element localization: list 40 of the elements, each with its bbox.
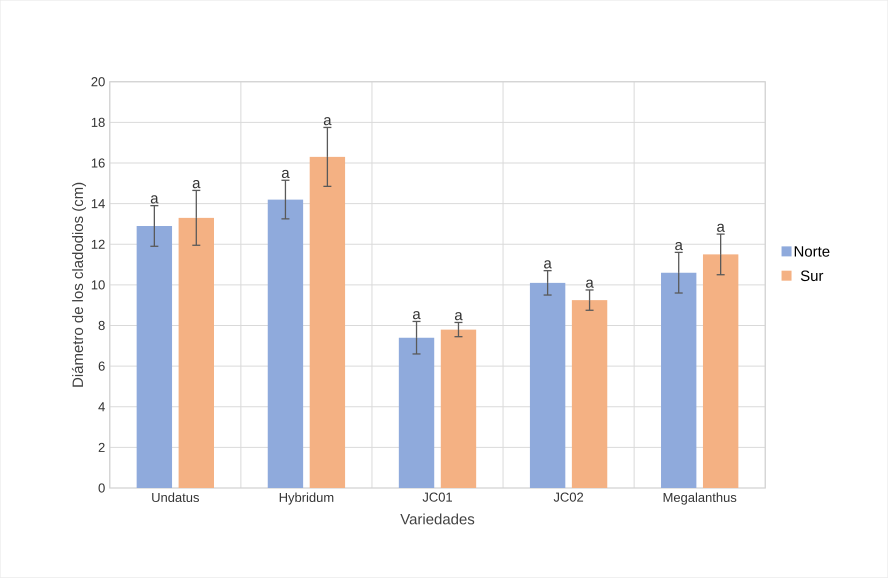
bar bbox=[572, 300, 608, 488]
x-tick-label: JC02 bbox=[554, 492, 584, 502]
annotation: a bbox=[150, 195, 159, 204]
x-tick-label: Undatus bbox=[152, 492, 199, 502]
annotation: a bbox=[324, 117, 332, 126]
x-tick-label: JC01 bbox=[422, 492, 452, 502]
annotation: a bbox=[413, 311, 421, 320]
annotation: a bbox=[454, 312, 463, 320]
y-tick-label: 4 bbox=[98, 402, 105, 412]
x-tick-label: Megalanthus bbox=[664, 492, 736, 505]
annotation: a bbox=[675, 242, 683, 250]
bar bbox=[310, 157, 346, 488]
annotation: a bbox=[192, 180, 200, 188]
bar bbox=[530, 282, 566, 488]
bar bbox=[661, 272, 696, 488]
x-axis-title: Variedades bbox=[400, 514, 474, 525]
y-axis-title: Diámetro de los cladodios (cm) bbox=[72, 182, 86, 387]
y-tick-label: 6 bbox=[98, 362, 105, 371]
y-tick-label: 10 bbox=[92, 280, 105, 290]
legend-label: Norte bbox=[794, 246, 830, 257]
y-tick-label: 8 bbox=[98, 321, 105, 330]
bar bbox=[398, 338, 434, 488]
y-tick-label: 18 bbox=[92, 118, 105, 128]
annotation: a bbox=[282, 170, 290, 178]
bar bbox=[268, 200, 304, 488]
y-tick-label: 2 bbox=[98, 442, 105, 452]
y-tick-label: 16 bbox=[92, 158, 105, 168]
y-tick-label: 14 bbox=[92, 199, 105, 208]
annotation: a bbox=[544, 260, 552, 269]
y-tick-label: 20 bbox=[92, 77, 105, 86]
y-tick-label: 12 bbox=[92, 240, 105, 249]
bar bbox=[136, 226, 172, 488]
annotation: a bbox=[586, 280, 594, 288]
x-tick-label: Hybridum bbox=[280, 492, 334, 505]
bar bbox=[702, 254, 738, 488]
legend-label: Sur bbox=[800, 270, 824, 282]
annotation: a bbox=[717, 224, 725, 232]
bar bbox=[440, 330, 476, 488]
bar bbox=[178, 218, 214, 488]
y-tick-label: 0 bbox=[98, 484, 105, 493]
